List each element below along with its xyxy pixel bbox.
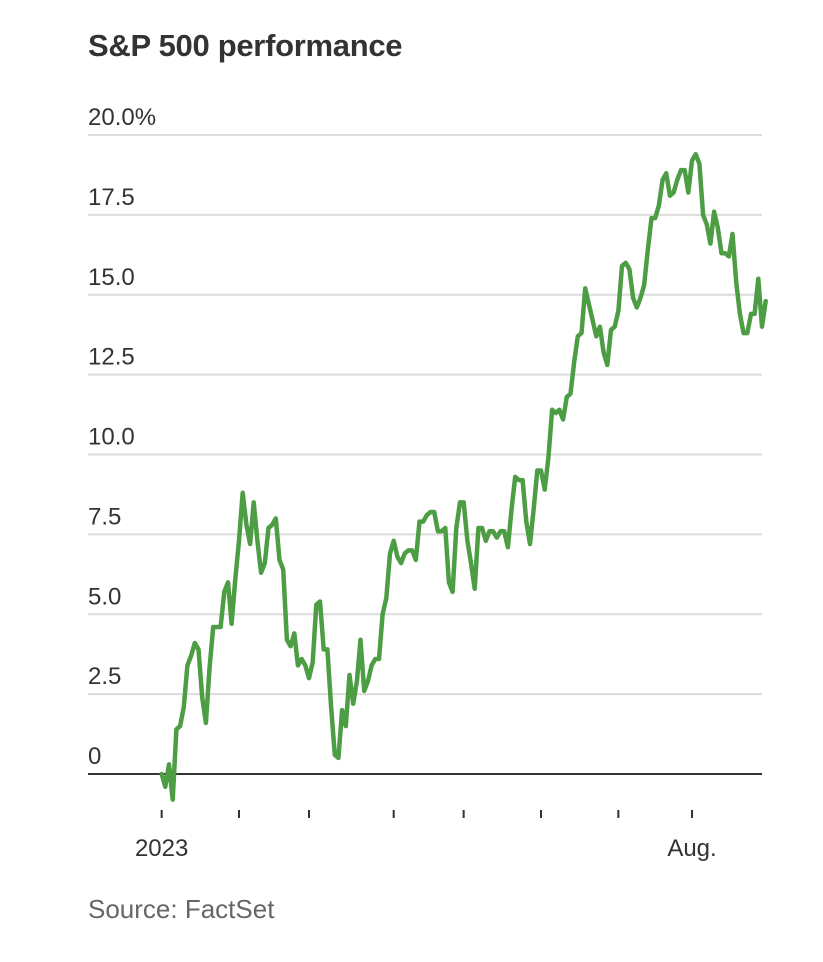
y-tick-label: 12.5 <box>88 344 135 371</box>
gridlines <box>88 134 762 775</box>
series-line <box>159 151 768 802</box>
x-axis: 2023 Aug. <box>135 810 717 862</box>
x-tick-label: 2023 <box>135 835 188 862</box>
y-tick-label: 2.5 <box>88 663 121 690</box>
chart-title: S&P 500 performance <box>88 28 403 63</box>
y-tick-label: 0 <box>88 743 101 770</box>
source-note: Source: FactSet <box>88 894 275 924</box>
x-tick-label: Aug. <box>667 835 716 862</box>
y-tick-label: 10.0 <box>88 424 135 451</box>
y-tick-label: 17.5 <box>88 184 135 211</box>
y-tick-label: 5.0 <box>88 583 121 610</box>
y-tick-label: 7.5 <box>88 503 121 530</box>
y-axis-labels: 20.0% 17.5 15.0 12.5 10.0 7.5 5.0 2.5 0 <box>88 104 156 770</box>
y-tick-label: 15.0 <box>88 264 135 291</box>
y-tick-label: 20.0% <box>88 104 156 131</box>
